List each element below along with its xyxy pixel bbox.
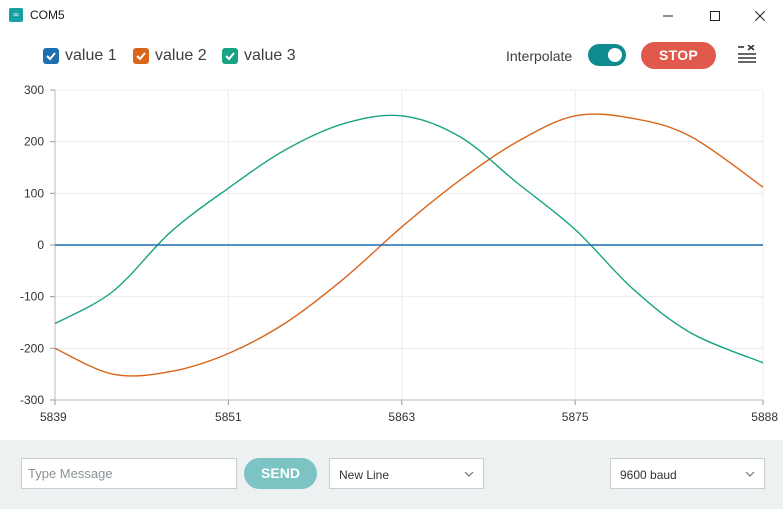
legend-label: value 1 [65,47,117,64]
y-tick-label: -300 [20,393,44,407]
title-bar: ∞ COM5 [0,0,783,32]
chevron-down-icon [745,471,755,477]
x-tick-label: 5875 [562,410,589,424]
line-ending-value: New Line [339,468,390,482]
toggle-knob [608,48,622,62]
series-line-value-3 [54,114,764,364]
baud-rate-select[interactable]: 9600 baud [610,458,765,489]
x-tick-label: 5839 [40,410,67,424]
y-tick-label: -100 [20,290,44,304]
minimize-icon [663,15,673,16]
clear-list-icon[interactable] [736,45,758,65]
checkbox-icon[interactable] [43,48,59,64]
close-icon [755,10,765,21]
maximize-button[interactable] [692,0,738,31]
arduino-icon: ∞ [9,8,23,22]
y-tick-label: 300 [24,83,44,97]
plotter-toolbar: value 1 value 2 value 3 Interpolate STOP [0,31,783,83]
message-bar: SEND New Line 9600 baud [0,440,783,509]
y-tick-label: 0 [37,238,44,252]
baud-rate-value: 9600 baud [620,468,677,482]
stop-button[interactable]: STOP [641,42,716,69]
legend-item-value-1[interactable]: value 1 [43,46,117,66]
x-tick-label: 5863 [388,410,415,424]
minimize-button[interactable] [645,0,691,31]
interpolate-label: Interpolate [506,48,573,64]
legend-label: value 3 [244,47,296,64]
legend-label: value 2 [155,47,207,64]
y-tick-label: 100 [24,186,44,200]
close-button[interactable] [737,0,783,31]
window-title: COM5 [30,8,65,22]
chevron-down-icon [464,471,474,477]
x-tick-label: 5851 [215,410,242,424]
y-tick-label: -200 [20,341,44,355]
legend-item-value-2[interactable]: value 2 [133,46,207,66]
line-ending-select[interactable]: New Line [329,458,484,489]
series-line-value-2 [54,113,764,377]
send-button[interactable]: SEND [244,458,317,489]
interpolate-toggle[interactable] [588,44,626,66]
y-tick-label: 200 [24,135,44,149]
checkbox-icon[interactable] [133,48,149,64]
legend-item-value-3[interactable]: value 3 [222,46,296,66]
serial-plot-chart: 300 200 100 0 -100 -200 -300 5839 5851 5863 5875 58… [20,83,778,424]
maximize-icon [710,10,720,21]
x-tick-label: 5888 [751,410,778,424]
message-input[interactable] [21,458,237,489]
checkbox-icon[interactable] [222,48,238,64]
